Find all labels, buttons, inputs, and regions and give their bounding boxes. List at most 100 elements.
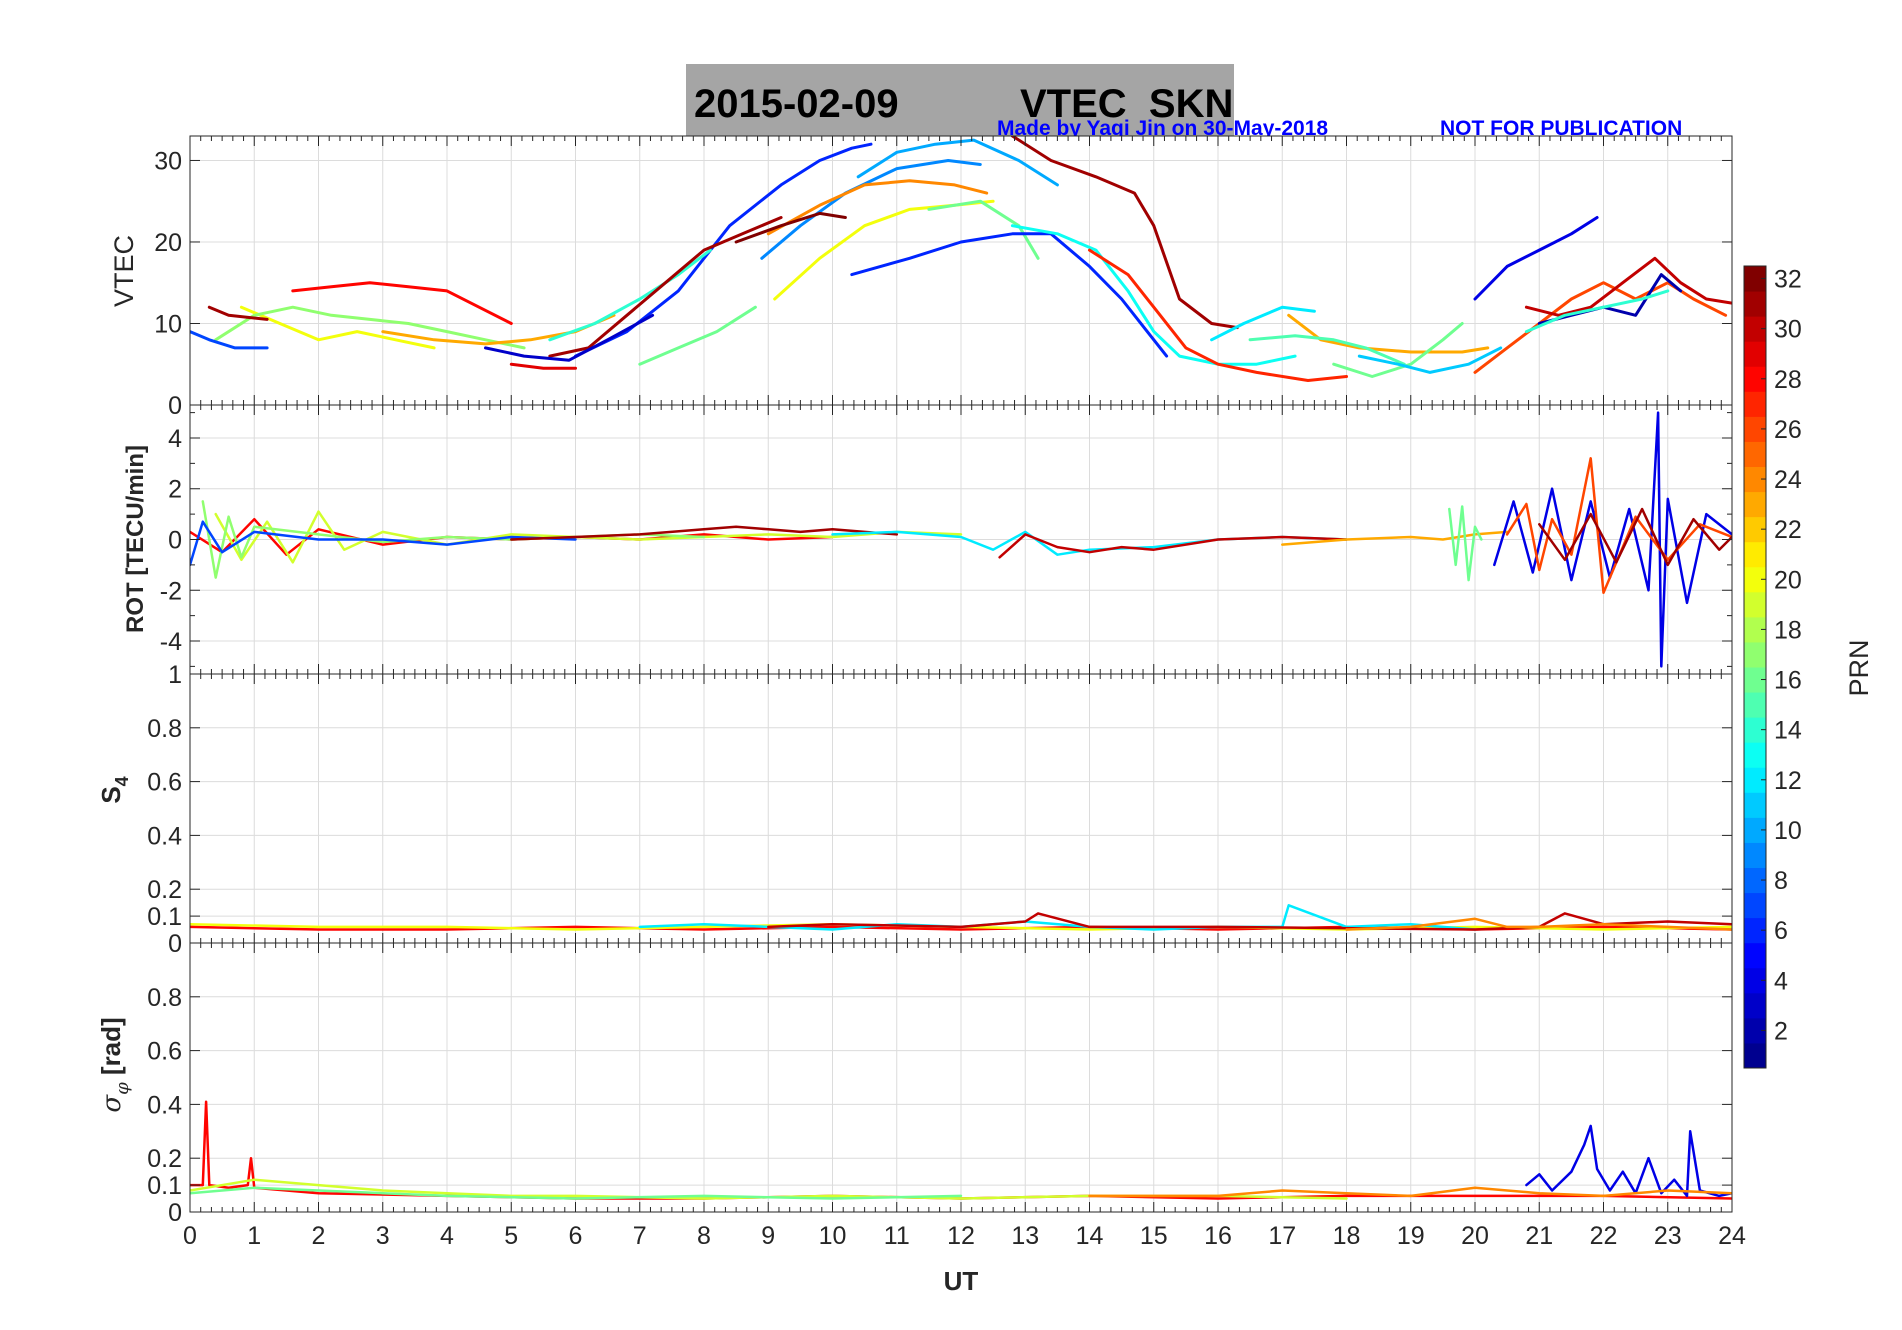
s4-series-prn-24	[1345, 917, 1732, 931]
colorbar-tick-label: 10	[1774, 817, 1802, 845]
rot-series-prn-16	[1448, 505, 1483, 582]
colorbar-segment	[1744, 641, 1766, 668]
colorbar-tick-label: 2	[1774, 1017, 1788, 1045]
vtec-series-prn-29	[509, 362, 577, 370]
vtec-lines	[190, 136, 1732, 382]
vtec-series-prn-27	[1088, 248, 1348, 382]
vtec-xticks	[189, 136, 1733, 405]
s4-ylabel: S4	[96, 776, 132, 803]
rot-series-prn-30	[998, 533, 1348, 559]
x-tick-label: 2	[312, 1222, 326, 1250]
s4-ytick-label: 0.6	[147, 769, 182, 797]
sig-series-prn-16	[190, 1186, 963, 1200]
rot-series-prn-7	[190, 520, 577, 567]
colorbar-segment	[1744, 742, 1766, 768]
vtec-series-prn-14	[1524, 289, 1670, 334]
colorbar-segment	[1744, 591, 1766, 618]
colorbar-segment	[1744, 416, 1766, 442]
x-tick-label: 4	[440, 1222, 454, 1250]
rot-ytick-label: 0	[168, 527, 182, 555]
vtec-series-prn-16	[638, 305, 757, 366]
s4-ytick-label: 0.2	[147, 876, 182, 904]
x-tick-label: 9	[761, 1222, 775, 1250]
s4-ytick-label: 0	[168, 930, 182, 958]
colorbar-segment	[1744, 491, 1766, 518]
vtec-series-prn-2	[1537, 273, 1683, 325]
colorbar-tick-label: 30	[1774, 316, 1802, 344]
x-tick-label: 11	[884, 1222, 910, 1250]
vtec-series-prn-26	[1473, 281, 1728, 374]
colorbar-segment	[1744, 441, 1766, 467]
vtec-series-prn-16	[927, 199, 1040, 260]
x-tick-label: 18	[1333, 1222, 1361, 1250]
rot-ytick-label: -2	[160, 577, 182, 605]
colorbar-tick-label: 20	[1774, 566, 1802, 594]
x-tick-label: 1	[247, 1222, 261, 1250]
x-tick-label: 21	[1525, 1222, 1553, 1250]
colorbar-segment	[1744, 616, 1766, 643]
sig-series-prn-24	[1088, 1186, 1732, 1198]
sig-ytick-label: 0.6	[147, 1038, 182, 1066]
vtec-series-prn-17	[214, 305, 526, 350]
vtec-series-prn-23	[1287, 313, 1490, 354]
x-tick-label: 23	[1654, 1222, 1682, 1250]
colorbar-tick-label: 22	[1774, 516, 1802, 544]
colorbar-tick-label: 18	[1774, 616, 1802, 644]
colorbar-frame	[1743, 265, 1767, 1069]
x-tick-label: 8	[697, 1222, 711, 1250]
rot-ytick-label: -4	[160, 628, 182, 656]
rot-lines	[190, 411, 1732, 668]
vtec-series-prn-15	[1248, 334, 1406, 366]
x-tick-label: 22	[1590, 1222, 1618, 1250]
x-tick-label: 16	[1204, 1222, 1232, 1250]
colorbar-tick-label: 26	[1774, 416, 1802, 444]
vtec-ytick-label: 30	[154, 147, 182, 175]
colorbar-label: PRN	[1844, 639, 1874, 696]
panel-sigma-phi: 00.10.2 0.4 0.6 0.8 σφ [rad]	[96, 942, 1733, 1227]
title-date: 2015-02-09	[694, 82, 899, 126]
s4-ytick-label: 0.1	[147, 903, 182, 931]
sigma-yticks: 00.10.2 0.4 0.6 0.8	[147, 984, 1732, 1227]
colorbar-segment	[1744, 792, 1766, 818]
vtec-yticks: 0 10 20 30	[154, 147, 1732, 420]
sig-ytick-label: 0.2	[147, 1145, 182, 1173]
colorbar-tick-label: 4	[1774, 967, 1788, 995]
x-tick-label: 7	[633, 1222, 647, 1250]
colorbar-tick-label: 12	[1774, 767, 1802, 795]
sigma-lines	[190, 1100, 1732, 1200]
s4-ytick-label: 0.4	[147, 822, 182, 850]
rot-series-prn-23	[1281, 530, 1509, 546]
x-tick-label: 0	[183, 1222, 197, 1250]
vtec-ylabel: VTEC	[109, 235, 139, 307]
rot-ytick-label: 2	[168, 476, 182, 504]
title-banner	[686, 64, 1234, 136]
x-tick-label: 5	[504, 1222, 518, 1250]
colorbar-segment	[1744, 892, 1766, 919]
colorbar-tick-label: 14	[1774, 717, 1802, 745]
x-tick-labels: 0 1 2 3 4 5 6 7 8 9 10 11 12 13 14 15 16 17 18 19 20 21 22 23 24	[183, 1222, 1746, 1250]
vtec-ytick-label: 20	[154, 229, 182, 257]
sigma-ylabel: σφ [rad]	[96, 1017, 133, 1112]
s4-lines	[190, 904, 1732, 931]
colorbar-segment	[1744, 992, 1766, 1019]
x-tick-label: 14	[1076, 1222, 1104, 1250]
x-tick-label: 19	[1397, 1222, 1425, 1250]
vtec-series-prn-11	[1357, 346, 1503, 374]
rot-series-prn-4	[1493, 411, 1732, 668]
colorbar-segment	[1744, 1042, 1766, 1069]
colorbar-segment	[1744, 366, 1766, 392]
colorbar-segment	[1744, 391, 1766, 417]
colorbar-tick-label: 6	[1774, 917, 1788, 945]
colorbar-segment	[1744, 1017, 1766, 1044]
colorbar-segment	[1744, 942, 1766, 969]
rot-series-prn-31	[510, 525, 899, 541]
vtec-series-prn-31	[548, 216, 783, 358]
sigma-grid	[190, 943, 1732, 1212]
colorbar-segment	[1744, 566, 1766, 593]
colorbar-segment	[1744, 291, 1766, 317]
panel-s4: 00.10.2 0.4 0.6 0.8 1 S4	[96, 661, 1733, 958]
s4-yticks: 00.10.2 0.4 0.6 0.8 1	[147, 661, 1732, 958]
title-label: VTEC SKN	[1020, 82, 1233, 126]
